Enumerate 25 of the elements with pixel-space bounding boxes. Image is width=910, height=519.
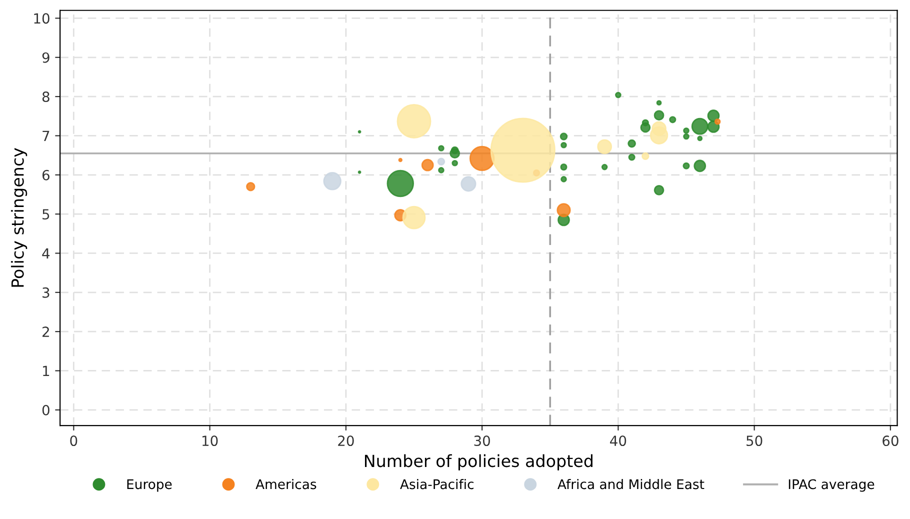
legend-label: IPAC average bbox=[788, 479, 874, 492]
legend-label: Americas bbox=[256, 478, 316, 490]
y-tick-label: 3 bbox=[42, 287, 50, 298]
y-tick-label: 1 bbox=[43, 366, 50, 376]
x-tick-label: 40 bbox=[610, 436, 626, 446]
x-axis-title: Number of policies adopted bbox=[364, 454, 592, 470]
y-tick-label: 6 bbox=[42, 170, 50, 180]
x-tick-label: 60 bbox=[882, 436, 898, 446]
y-tick-label: 5 bbox=[42, 209, 50, 220]
x-tick-label: 20 bbox=[338, 436, 354, 446]
x-tick-label: 30 bbox=[474, 436, 490, 446]
y-tick-label: 7 bbox=[42, 130, 50, 141]
legend-label: Africa and Middle East bbox=[558, 478, 704, 490]
x-tick-label: 10 bbox=[202, 436, 218, 446]
legend-label: Europe bbox=[127, 479, 172, 492]
y-tick-label: 2 bbox=[42, 326, 49, 337]
y-tick-label: 4 bbox=[42, 248, 50, 259]
y-axis-title: Policy stringency bbox=[10, 148, 28, 287]
y-tick-label: 10 bbox=[34, 13, 50, 24]
y-tick-label: 0 bbox=[42, 404, 50, 416]
x-tick-label: 0 bbox=[70, 436, 78, 446]
legend-label: Asia-Pacific bbox=[400, 478, 474, 490]
y-tick-label: 8 bbox=[42, 92, 50, 102]
x-tick-label: 50 bbox=[746, 436, 762, 446]
y-tick-label: 9 bbox=[42, 52, 50, 63]
